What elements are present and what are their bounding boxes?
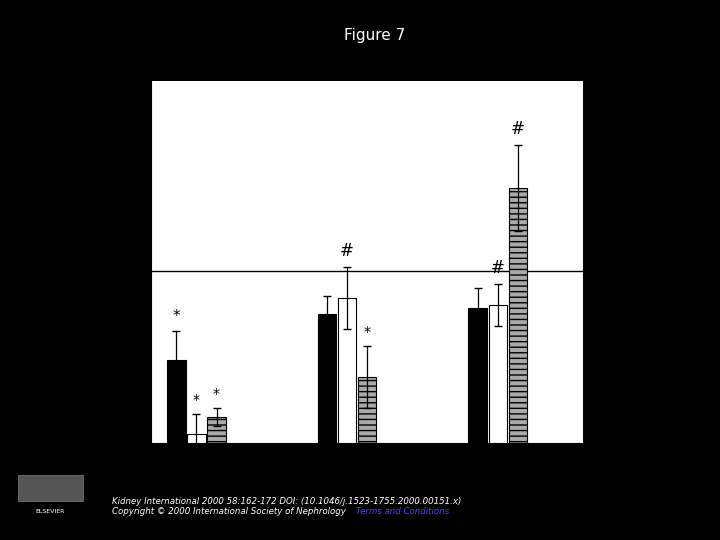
Text: *: * xyxy=(364,326,371,340)
Text: #: # xyxy=(340,242,354,260)
Text: *: * xyxy=(213,388,220,401)
Bar xyxy=(207,417,226,443)
Bar xyxy=(18,475,83,501)
Bar xyxy=(318,314,336,443)
Bar xyxy=(167,360,186,443)
Text: *: * xyxy=(193,393,200,407)
Text: Terms and Conditions: Terms and Conditions xyxy=(356,508,449,516)
Bar xyxy=(358,377,377,443)
Bar xyxy=(187,434,206,443)
Text: #: # xyxy=(511,120,525,138)
Text: ELSEVIER: ELSEVIER xyxy=(36,509,65,514)
Text: *: * xyxy=(173,309,180,324)
Bar xyxy=(508,188,527,443)
Text: Figure 7: Figure 7 xyxy=(343,28,405,43)
Bar xyxy=(469,308,487,443)
Text: #: # xyxy=(491,259,505,278)
Text: Copyright © 2000 International Society of Nephrology: Copyright © 2000 International Society o… xyxy=(112,508,351,516)
Bar xyxy=(489,305,507,443)
Bar xyxy=(338,298,356,443)
Text: Kidney International 2000 58:162-172 DOI: (10.1046/j.1523-1755.2000.00151.x): Kidney International 2000 58:162-172 DOI… xyxy=(112,497,461,505)
Y-axis label: CKI:cdk2 abundance, % control: CKI:cdk2 abundance, % control xyxy=(96,158,109,366)
X-axis label: Time, days after streptozotocin: Time, days after streptozotocin xyxy=(244,472,490,486)
